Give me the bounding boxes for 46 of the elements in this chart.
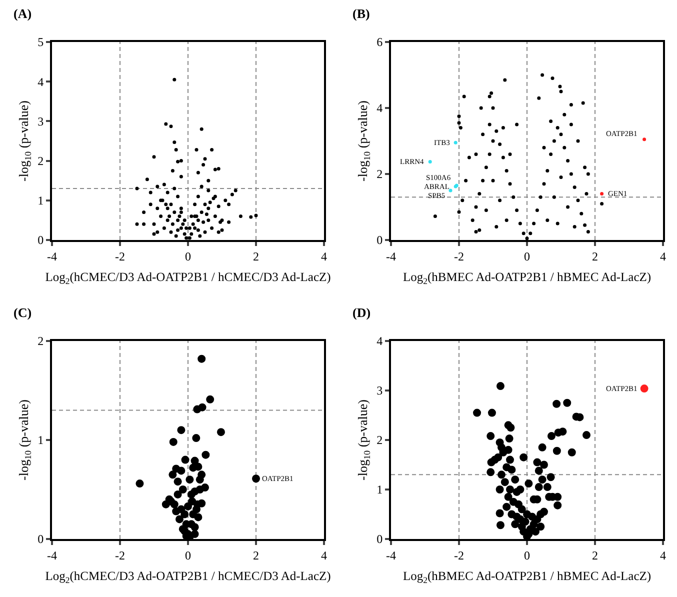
x-axis-title: Log$_{2}$(hCMEC/D3 Ad-OATP2B1 / hCMEC/D3 Ad-LacZ) (45, 569, 331, 585)
x-tick-label: 2 (592, 548, 598, 562)
x-tick-label: 2 (253, 249, 259, 264)
x-tick-label: 0 (185, 548, 191, 562)
x-tick-label: 0 (524, 249, 530, 264)
y-tick-label: 0 (376, 532, 383, 546)
x-tick-label: -2 (454, 249, 464, 264)
y-tick-label: 3 (376, 384, 383, 398)
x-tick-label: -2 (115, 548, 125, 562)
y-tick-label: 1 (38, 194, 44, 208)
x-tick-label: 2 (253, 548, 259, 562)
x-tick-label: -4 (386, 548, 396, 562)
x-tick-label: 0 (524, 548, 530, 562)
x-axis-title: Log$_{2}$(hBMEC Ad-OATP2B1 / hBMEC Ad-LacZ) (402, 569, 652, 585)
x-tick-label: -4 (386, 249, 396, 264)
y-tick-label: 4 (38, 74, 44, 89)
chart-title: (D) (352, 305, 371, 320)
x-tick-label: 2 (592, 249, 598, 264)
chart-title: (C) (14, 305, 32, 320)
x-tick-label: -2 (454, 548, 464, 562)
x-tick-label: 4 (321, 548, 327, 562)
x-tick-label: -4 (47, 548, 57, 562)
y-tick-label: 0 (376, 233, 383, 248)
y-tick-label: 4 (376, 101, 383, 116)
x-axis-title: Log$_{2}$(hCMEC/D3 Ad-OATP2B1 / hCMEC/D3 Ad-LacZ) (45, 270, 331, 286)
y-tick-label: 2 (38, 154, 44, 168)
y-tick-label: 1 (376, 482, 383, 497)
x-tick-label: -4 (47, 249, 57, 264)
y-tick-label: 1 (38, 433, 44, 448)
x-tick-label: 4 (660, 249, 666, 264)
y-tick-label: 2 (376, 167, 383, 182)
x-axis-title: Log$_{2}$(hBMEC Ad-OATP2B1 / hBMEC Ad-LacZ) (402, 270, 652, 286)
x-tick-label: 4 (660, 548, 666, 562)
y-tick-label: 2 (376, 433, 383, 448)
y-tick-label: 3 (38, 114, 44, 128)
y-tick-label: 6 (376, 35, 383, 50)
y-tick-label: 5 (38, 35, 44, 50)
x-tick-label: -2 (115, 249, 125, 264)
chart-title: (A) (14, 6, 32, 22)
x-tick-label: 0 (185, 249, 191, 264)
y-tick-label: 0 (38, 532, 44, 546)
y-tick-label: 2 (38, 334, 44, 348)
chart-title: (B) (352, 6, 370, 22)
x-tick-label: 4 (321, 249, 327, 264)
y-tick-label: 0 (38, 233, 44, 248)
y-tick-label: 4 (376, 334, 383, 348)
